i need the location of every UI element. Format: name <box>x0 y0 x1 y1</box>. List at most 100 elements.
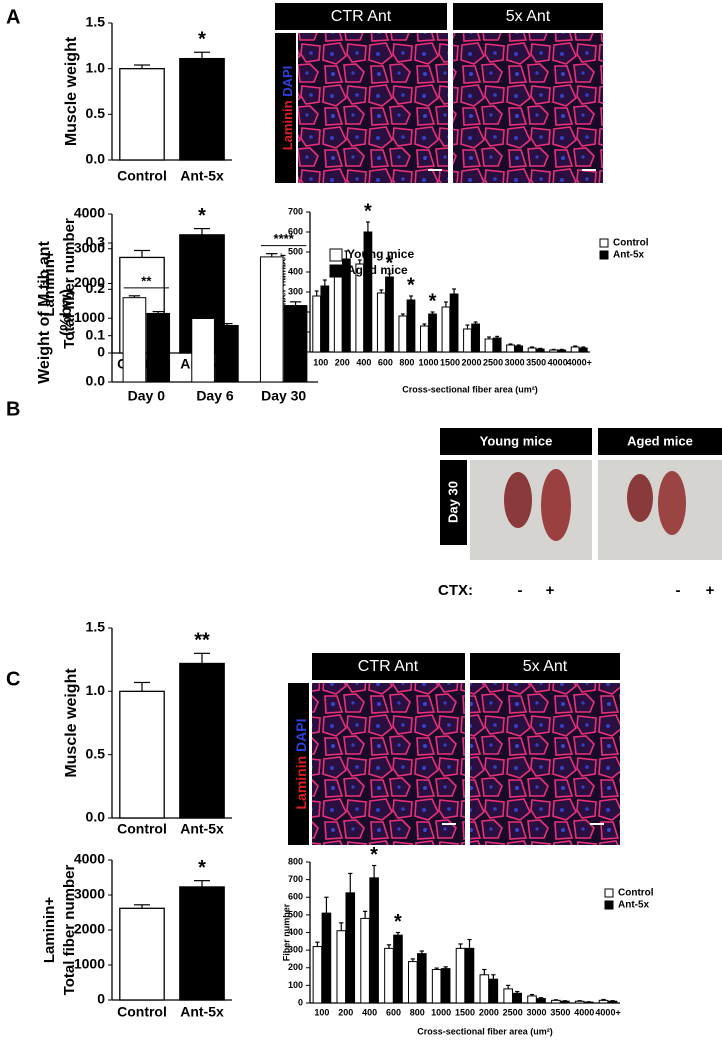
x-tick-label: Ant-5x <box>180 821 224 837</box>
x-tick-label: 3000 <box>527 1007 547 1017</box>
legend-swatch <box>329 264 343 278</box>
bar <box>431 969 442 1004</box>
x-tick-label: 4000 <box>548 357 568 367</box>
y-tick-label: 700 <box>288 874 303 884</box>
row-label: Day 30 <box>445 481 460 523</box>
x-tick-label: Control <box>117 821 167 837</box>
x-tick-label: Control <box>117 1004 167 1020</box>
bar <box>408 961 418 1004</box>
significance: * <box>198 857 206 879</box>
x-tick-label: Ant-5x <box>180 168 224 184</box>
y-tick-label: 400 <box>288 927 303 937</box>
bar <box>484 338 494 353</box>
bar <box>512 992 522 1004</box>
bar <box>527 347 537 353</box>
legend-swatch <box>599 250 609 260</box>
panel-letter: A <box>6 6 20 28</box>
legend-label: Young mice <box>347 247 414 261</box>
y-axis-label: Weight of M tib ant <box>36 240 53 383</box>
bar <box>479 974 490 1004</box>
bar <box>312 946 323 1004</box>
bar <box>492 337 502 353</box>
ctx-sign: - <box>676 582 681 599</box>
x-tick-label: 100 <box>313 357 328 367</box>
x-tick-label: 400 <box>356 357 371 367</box>
x-tick-label: 1500 <box>455 1007 475 1017</box>
y-tick-label: 0.0 <box>86 151 106 167</box>
bar <box>179 886 225 1001</box>
bar <box>393 934 403 1004</box>
x-tick-label: 800 <box>399 357 414 367</box>
y-tick-label: 3000 <box>74 239 105 255</box>
x-tick-label: 3500 <box>526 357 546 367</box>
bar <box>455 947 466 1004</box>
x-tick-label: Ant-5x <box>180 1004 224 1020</box>
legend-swatch <box>604 900 614 910</box>
bar <box>146 312 171 383</box>
y-axis-label: Fiber number <box>281 903 291 961</box>
bar <box>441 306 451 353</box>
legend-label: Ant-5x <box>613 250 645 261</box>
image-header: CTR Ant <box>331 8 392 25</box>
y-tick-label: 200 <box>288 962 303 972</box>
bar <box>398 315 408 353</box>
x-tick-label: 3500 <box>550 1007 570 1017</box>
y-tick-label: 500 <box>288 246 303 256</box>
bar <box>449 293 459 353</box>
y-tick-label: 0.0 <box>86 809 106 825</box>
y-tick-label: 0 <box>97 991 105 1007</box>
y-tick-label: 800 <box>288 856 303 866</box>
bar <box>557 349 567 353</box>
significance: * <box>370 844 378 866</box>
y-tick-label: 0.5 <box>86 745 106 761</box>
bar <box>503 988 513 1004</box>
y-axis-label: Laminin+ <box>41 250 58 317</box>
bar <box>536 998 546 1004</box>
bar <box>428 313 437 353</box>
bar <box>506 344 515 353</box>
x-tick-label: Day 0 <box>128 388 166 404</box>
bar <box>464 947 475 1004</box>
y-tick-label: 4000 <box>74 205 105 221</box>
bar <box>488 978 499 1004</box>
y-tick-label: 2000 <box>74 921 105 937</box>
bar <box>570 346 580 353</box>
image-header: CTR Ant <box>358 658 419 675</box>
y-tick-label: 500 <box>288 909 303 919</box>
bar <box>369 877 379 1004</box>
y-tick-label: 600 <box>288 892 303 902</box>
y-tick-label: 0 <box>298 997 303 1007</box>
x-tick-label: Control <box>117 168 167 184</box>
bar <box>215 324 239 383</box>
x-tick-label: 400 <box>362 1007 377 1017</box>
bar <box>384 947 394 1004</box>
bar <box>560 1000 570 1004</box>
x-tick-label: 1500 <box>440 357 460 367</box>
stain: DAPI <box>280 66 295 97</box>
ctx-sign: + <box>706 582 715 599</box>
x-tick-label: Day 6 <box>196 388 234 404</box>
y-tick-label: 0.5 <box>86 105 106 121</box>
legend-label: Aged mice <box>347 263 408 277</box>
legend-swatch <box>599 238 609 248</box>
y-tick-label: 1.0 <box>86 59 106 75</box>
bar <box>191 318 215 383</box>
y-tick-label: 600 <box>288 226 303 236</box>
significance: ** <box>141 273 152 288</box>
image-header: 5x Ant <box>523 658 568 675</box>
bar <box>417 953 427 1004</box>
bar <box>607 1000 618 1004</box>
image-header: 5x Ant <box>506 8 551 25</box>
x-tick-label: 4000 <box>574 1007 594 1017</box>
x-tick-label: 200 <box>335 357 350 367</box>
bar <box>578 347 588 353</box>
bar <box>321 912 332 1004</box>
y-tick-label: 0.0 <box>86 373 106 389</box>
bar <box>406 299 416 353</box>
x-tick-label: 600 <box>378 357 393 367</box>
y-tick-label: 400 <box>288 266 303 276</box>
stain-label: Laminin DAPI <box>280 66 295 151</box>
photo-header: Aged mice <box>627 433 693 448</box>
x-tick-label: 2500 <box>503 1007 523 1017</box>
y-axis-label: Muscle weight <box>63 668 80 778</box>
